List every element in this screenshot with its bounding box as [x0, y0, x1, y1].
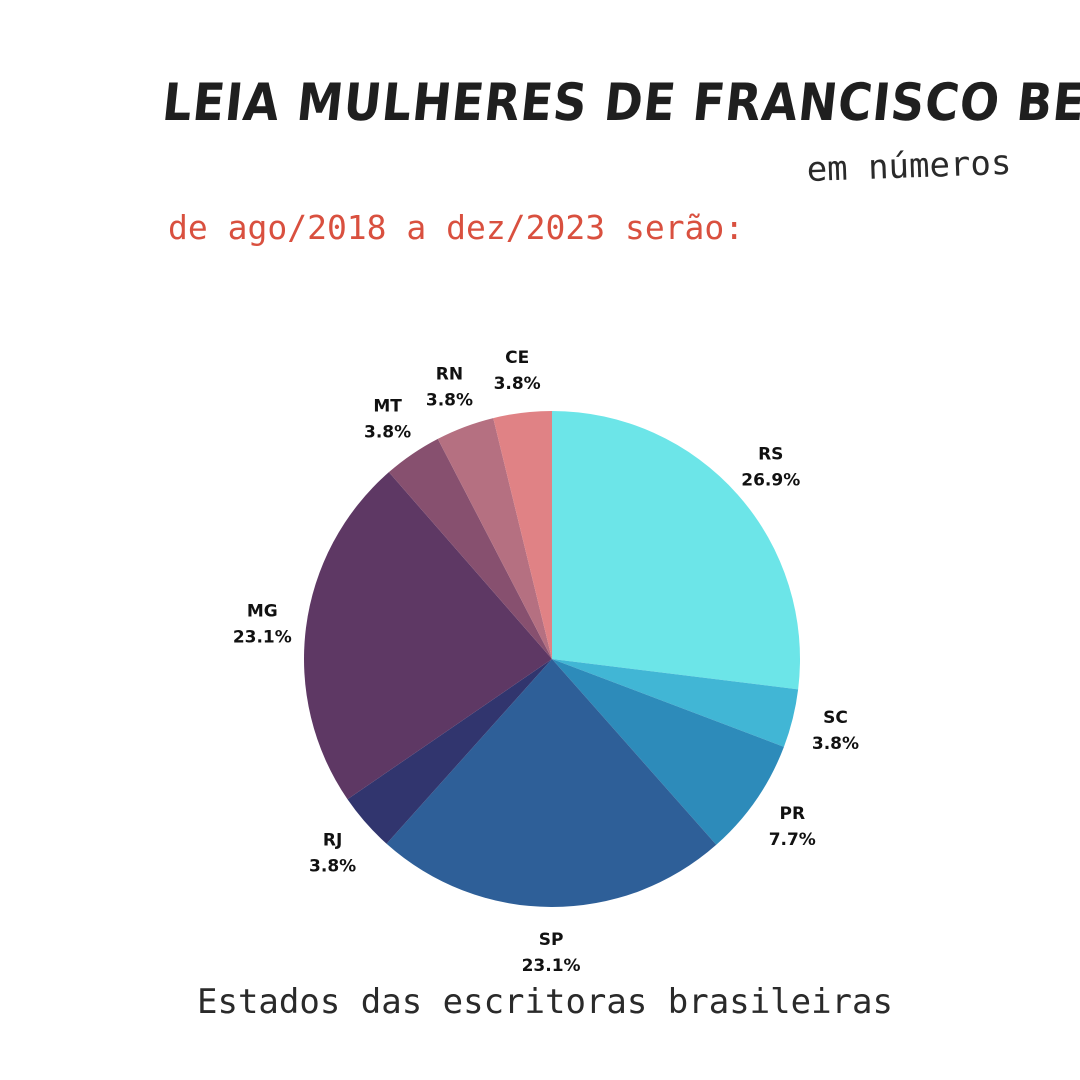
pie-slice-mt	[388, 438, 552, 659]
pie-label-name: CE	[505, 348, 529, 368]
pie-label-ce: CE 3.8%	[494, 348, 541, 394]
pie-label-value: 26.9%	[741, 471, 800, 491]
pie-label-name: RN	[436, 365, 463, 385]
pie-label-value: 3.8%	[812, 734, 859, 754]
pie-slice-rj	[347, 659, 552, 844]
pie-slice-rn	[437, 418, 552, 659]
pie-label-name: MT	[373, 397, 402, 417]
pie-label-sp: SP 23.1%	[522, 930, 581, 976]
pie-slice-sp	[386, 659, 717, 908]
pie-label-value: 7.7%	[769, 830, 816, 850]
pie-slice-pr	[552, 659, 784, 845]
pie-label-rj: RJ 3.8%	[309, 831, 356, 877]
pie-label-name: SP	[539, 930, 564, 950]
pie-slice-rs	[552, 411, 800, 690]
chart-title: Estados das escritoras brasileiras	[197, 982, 893, 1022]
pie-label-pr: PR 7.7%	[769, 804, 816, 850]
pie-label-rn: RN 3.8%	[426, 365, 473, 411]
pie-label-sc: SC 3.8%	[812, 708, 859, 754]
pie-label-value: 3.8%	[364, 423, 411, 443]
pie-slice-ce	[493, 411, 552, 659]
pie-label-name: RJ	[323, 831, 342, 851]
pie-label-name: SC	[823, 708, 848, 728]
pie-slice-mg	[304, 472, 552, 800]
pie-label-value: 3.8%	[426, 391, 473, 411]
pie-label-mg: MG 23.1%	[233, 601, 292, 647]
period-text: de ago/2018 a dez/2023 serão:	[168, 208, 745, 247]
pie-label-value: 23.1%	[522, 956, 581, 976]
pie-label-name: MG	[247, 601, 278, 621]
pie-label-name: PR	[779, 804, 805, 824]
pie-label-mt: MT 3.8%	[364, 397, 411, 443]
pie-label-rs: RS 26.9%	[741, 445, 800, 491]
pie-slice-sc	[552, 659, 799, 747]
pie-label-value: 3.8%	[494, 374, 541, 394]
pie-label-value: 23.1%	[233, 627, 292, 647]
pie-label-value: 3.8%	[309, 857, 356, 877]
pie-label-name: RS	[758, 445, 783, 465]
